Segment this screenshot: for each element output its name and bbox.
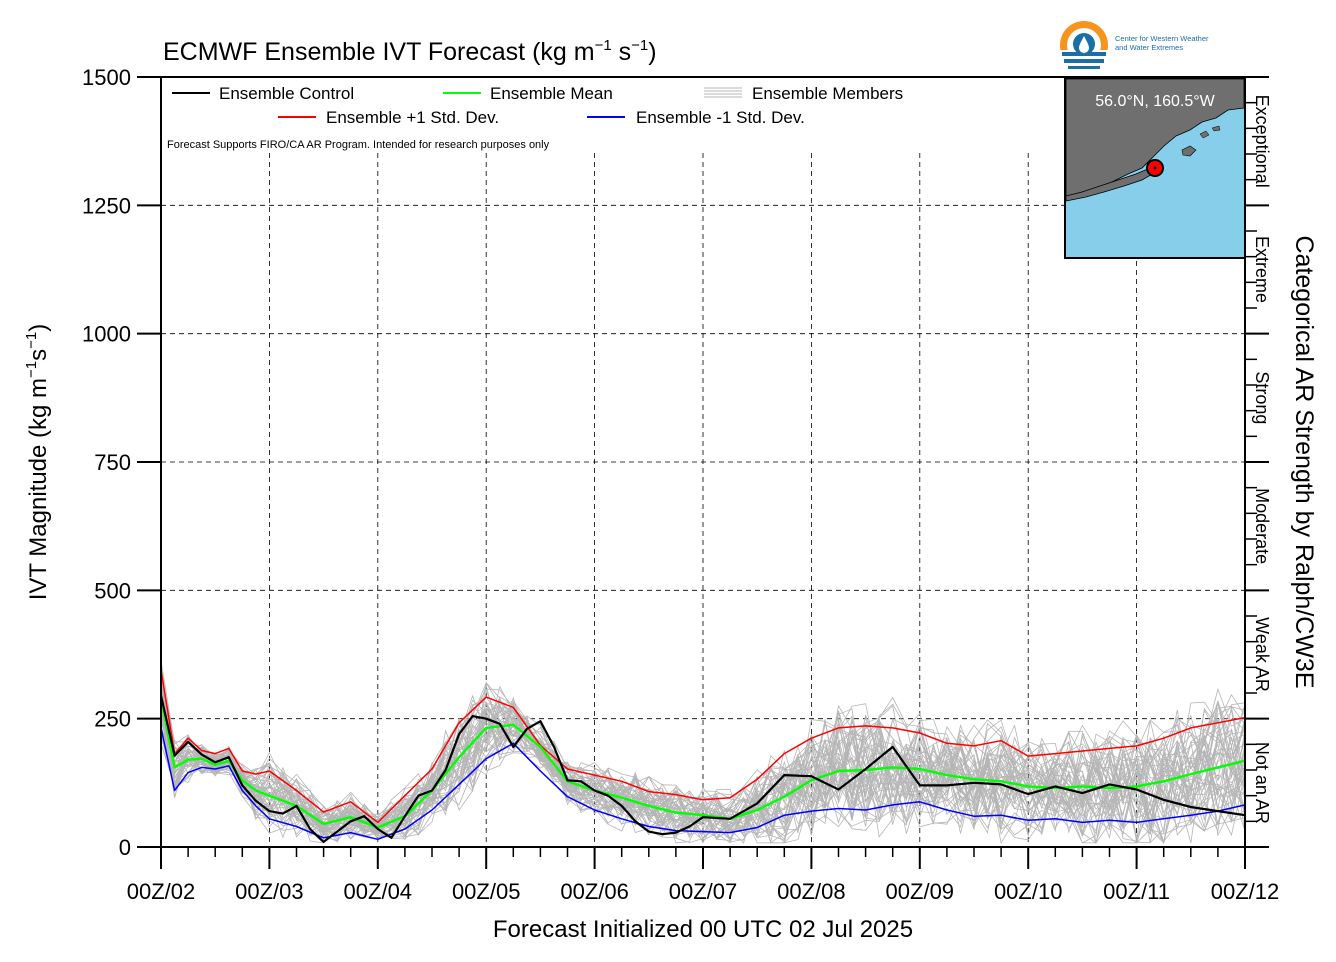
right-axis-label: Categorical AR Strength by Ralph/CW3E <box>1290 236 1318 689</box>
y-tick-label: 1250 <box>82 193 131 218</box>
x-tick-label: 00Z/04 <box>344 879 413 904</box>
x-tick-label: 00Z/06 <box>560 879 629 904</box>
location-inset-map: 56.0°N, 160.5°W <box>1064 77 1246 259</box>
series-lines <box>159 669 1246 844</box>
x-axis-label: Forecast Initialized 00 UTC 02 Jul 2025 <box>493 916 913 943</box>
x-tick-label: 00Z/12 <box>1211 879 1280 904</box>
category-label: Weak AR <box>1252 617 1272 692</box>
ensemble-member-line <box>160 670 1246 838</box>
legend-label-control: Ensemble Control <box>219 84 354 103</box>
y-tick-label: 750 <box>94 450 131 475</box>
category-label: Moderate <box>1252 488 1272 564</box>
ar-categories: Not an AR Weak AR Moderate Strong Extreme Exc… <box>1252 95 1272 824</box>
ensemble-member-line <box>160 729 1246 844</box>
category-label: Extreme <box>1252 236 1272 303</box>
control-line <box>159 695 1246 844</box>
category-label: Not an AR <box>1252 742 1272 824</box>
chart-title: ECMWF Ensemble IVT Forecast (kg m−1 s−1) <box>163 37 657 66</box>
x-tick-label: 00Z/07 <box>669 879 738 904</box>
x-tick-label: 00Z/11 <box>1103 879 1170 904</box>
plot-frame <box>160 76 1246 848</box>
x-tick-label: 00Z/05 <box>452 879 521 904</box>
legend-label-plus: Ensemble +1 Std. Dev. <box>326 108 499 127</box>
y-tick-label: 0 <box>119 835 131 860</box>
legend-swatch-members <box>704 87 742 98</box>
ensemble-member-line <box>160 682 1246 828</box>
axis-ticks: 0 250 500 750 1000 1250 1500 00Z/02 00Z/03 00Z/04… <box>82 65 1279 904</box>
logo-text-2: and Water Extremes <box>1115 43 1183 52</box>
ensemble-member-line <box>160 668 1246 835</box>
plus-stddev-line <box>160 669 1246 824</box>
category-label: Exceptional <box>1252 95 1272 188</box>
legend-label-minus: Ensemble -1 Std. Dev. <box>636 108 805 127</box>
legend-label-mean: Ensemble Mean <box>490 84 613 103</box>
ensemble-member-line <box>160 677 1246 844</box>
location-label: 56.0°N, 160.5°W <box>1095 93 1215 110</box>
x-tick-label: 00Z/02 <box>127 879 196 904</box>
y-tick-label: 500 <box>94 578 131 603</box>
kodiak-island <box>1181 145 1197 157</box>
y-tick-label: 1500 <box>82 65 131 90</box>
mean-line <box>159 697 1246 829</box>
ensemble-members <box>160 660 1246 845</box>
x-tick-label: 00Z/10 <box>994 879 1063 904</box>
y-tick-label: 1000 <box>82 322 131 347</box>
cw3e-logo: Center for Western Weather and Water Ext… <box>1060 21 1209 70</box>
minus-stddev-line <box>160 727 1246 841</box>
legend-label-members: Ensemble Members <box>752 84 903 103</box>
y-tick-label: 250 <box>94 707 131 732</box>
legend: Ensemble Control Ensemble Mean Ensemble … <box>167 84 903 151</box>
x-tick-label: 00Z/03 <box>235 879 304 904</box>
category-label: Strong <box>1252 371 1272 424</box>
logo-text-1: Center for Western Weather <box>1115 34 1209 43</box>
y-axis-label: IVT Magnitude (kg m−1s−1) <box>23 324 52 601</box>
research-note: Forecast Supports FIRO/CA AR Program. In… <box>167 139 550 151</box>
x-tick-label: 00Z/09 <box>886 879 955 904</box>
ensemble-member-line <box>160 702 1246 844</box>
x-tick-label: 00Z/08 <box>777 879 846 904</box>
